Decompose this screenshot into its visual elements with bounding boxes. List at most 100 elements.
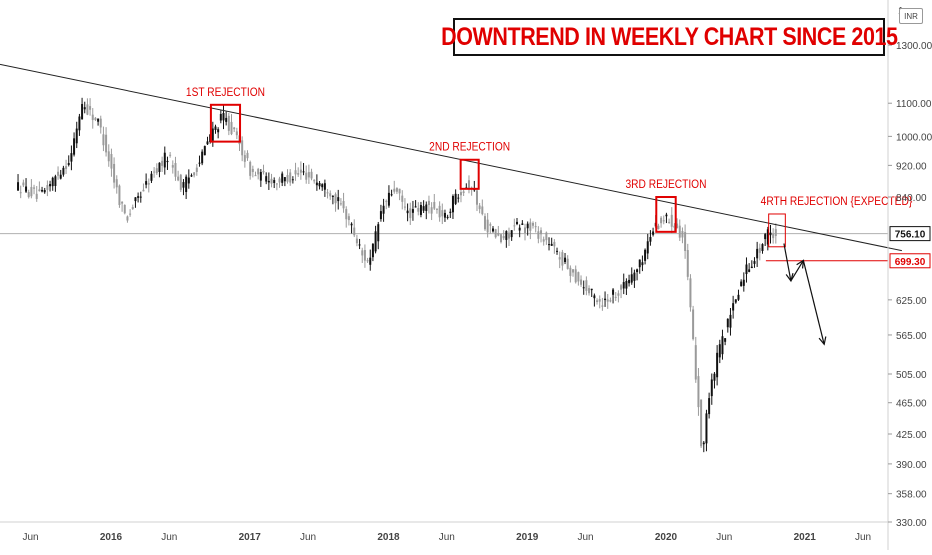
candle-body bbox=[505, 231, 508, 240]
rejection-label: 2ND REJECTION bbox=[429, 141, 510, 154]
candle-body bbox=[772, 233, 775, 239]
x-tick-label: 2019 bbox=[516, 532, 539, 543]
candle-body bbox=[355, 238, 358, 244]
candle-body bbox=[374, 231, 377, 252]
candle-body bbox=[150, 173, 153, 181]
candle-body bbox=[601, 305, 604, 307]
chart-title-box: DOWNTREND IN WEEKLY CHART SINCE 2015 bbox=[441, 18, 898, 56]
candle-body bbox=[291, 179, 294, 181]
candle-body bbox=[203, 146, 206, 156]
candle-body bbox=[369, 257, 372, 265]
currency-badge[interactable]: INR bbox=[899, 8, 923, 24]
candle-body bbox=[358, 244, 361, 246]
candle-body bbox=[529, 222, 532, 231]
candle-body bbox=[660, 217, 663, 224]
candle-body bbox=[97, 118, 100, 122]
y-tick-label: 840.00 bbox=[896, 193, 927, 204]
candle-body bbox=[526, 223, 529, 229]
candle-body bbox=[702, 442, 705, 445]
candle-body bbox=[123, 205, 126, 214]
candle-body bbox=[451, 195, 454, 213]
candle-body bbox=[259, 172, 262, 181]
candle-body bbox=[718, 344, 721, 358]
candle-body bbox=[33, 187, 36, 189]
candle-body bbox=[169, 154, 172, 156]
candle-body bbox=[251, 168, 254, 173]
candle-body bbox=[558, 257, 561, 260]
candle-body bbox=[371, 243, 374, 258]
candle-body bbox=[670, 214, 673, 227]
candle-body bbox=[588, 288, 591, 294]
rejection-box bbox=[768, 213, 786, 248]
candle-body bbox=[366, 260, 369, 262]
candle-body bbox=[425, 204, 428, 211]
candle-body bbox=[641, 262, 644, 266]
horizontal-lines bbox=[0, 233, 888, 262]
candle-body bbox=[491, 228, 494, 232]
candle-body bbox=[580, 279, 583, 285]
candle-body bbox=[524, 227, 527, 233]
candle-body bbox=[171, 165, 174, 168]
candle-body bbox=[233, 127, 236, 130]
candle-body bbox=[30, 186, 33, 197]
candle-body bbox=[748, 269, 751, 272]
candle-body bbox=[73, 138, 76, 155]
y-tick-label: 330.00 bbox=[896, 518, 927, 529]
candle-body bbox=[113, 163, 116, 183]
candle-body bbox=[89, 106, 92, 110]
candle-body bbox=[185, 176, 188, 193]
candle-body bbox=[67, 163, 70, 165]
candle-body bbox=[307, 172, 310, 178]
candle-body bbox=[540, 230, 543, 235]
candle-body bbox=[742, 279, 745, 286]
candle-body bbox=[115, 179, 118, 188]
candle-body bbox=[62, 167, 65, 175]
candle-body bbox=[446, 216, 449, 218]
candle-body bbox=[110, 154, 113, 169]
candle-body bbox=[574, 269, 577, 283]
candle-body bbox=[70, 153, 73, 162]
candle-body bbox=[75, 128, 78, 144]
candle-body bbox=[142, 189, 145, 192]
candle-body bbox=[267, 180, 270, 183]
candle-body bbox=[721, 336, 724, 355]
candle-body bbox=[19, 192, 22, 194]
candle-body bbox=[700, 399, 703, 447]
candle-body bbox=[222, 113, 225, 121]
rejection-box bbox=[459, 158, 480, 190]
candle-body bbox=[593, 295, 596, 299]
candle-body bbox=[297, 173, 300, 175]
x-tick-label: Jun bbox=[161, 532, 177, 543]
candle-body bbox=[537, 231, 540, 239]
candle-body bbox=[342, 201, 345, 209]
candle-body bbox=[556, 250, 559, 252]
candle-body bbox=[756, 248, 759, 259]
candle-body bbox=[550, 243, 553, 246]
candle-body bbox=[289, 172, 292, 183]
candle-body bbox=[678, 225, 681, 238]
candle-body bbox=[620, 285, 623, 290]
rejection-label: 1ST REJECTION bbox=[186, 86, 265, 99]
candle-body bbox=[126, 216, 129, 221]
x-tick-label: 2016 bbox=[100, 532, 123, 543]
candle-body bbox=[225, 117, 228, 122]
candle-body bbox=[329, 193, 332, 197]
candle-body bbox=[510, 230, 513, 238]
candle-body bbox=[147, 183, 150, 185]
last-price-label: 756.10 bbox=[895, 230, 926, 241]
candle-body bbox=[275, 183, 278, 185]
annotations: 1ST REJECTION 2ND REJECTION 3RD REJECTION 4… bbox=[186, 86, 912, 346]
candle-body bbox=[286, 175, 289, 182]
candle-body bbox=[265, 176, 268, 182]
candle-body bbox=[230, 121, 233, 135]
candle-body bbox=[326, 192, 329, 194]
candle-body bbox=[630, 274, 633, 283]
candle-body bbox=[315, 182, 318, 186]
candle-body bbox=[569, 267, 572, 276]
candle-body bbox=[724, 338, 727, 342]
candle-body bbox=[395, 188, 398, 192]
candle-body bbox=[662, 220, 665, 222]
x-tick-label: Jun bbox=[300, 532, 316, 543]
